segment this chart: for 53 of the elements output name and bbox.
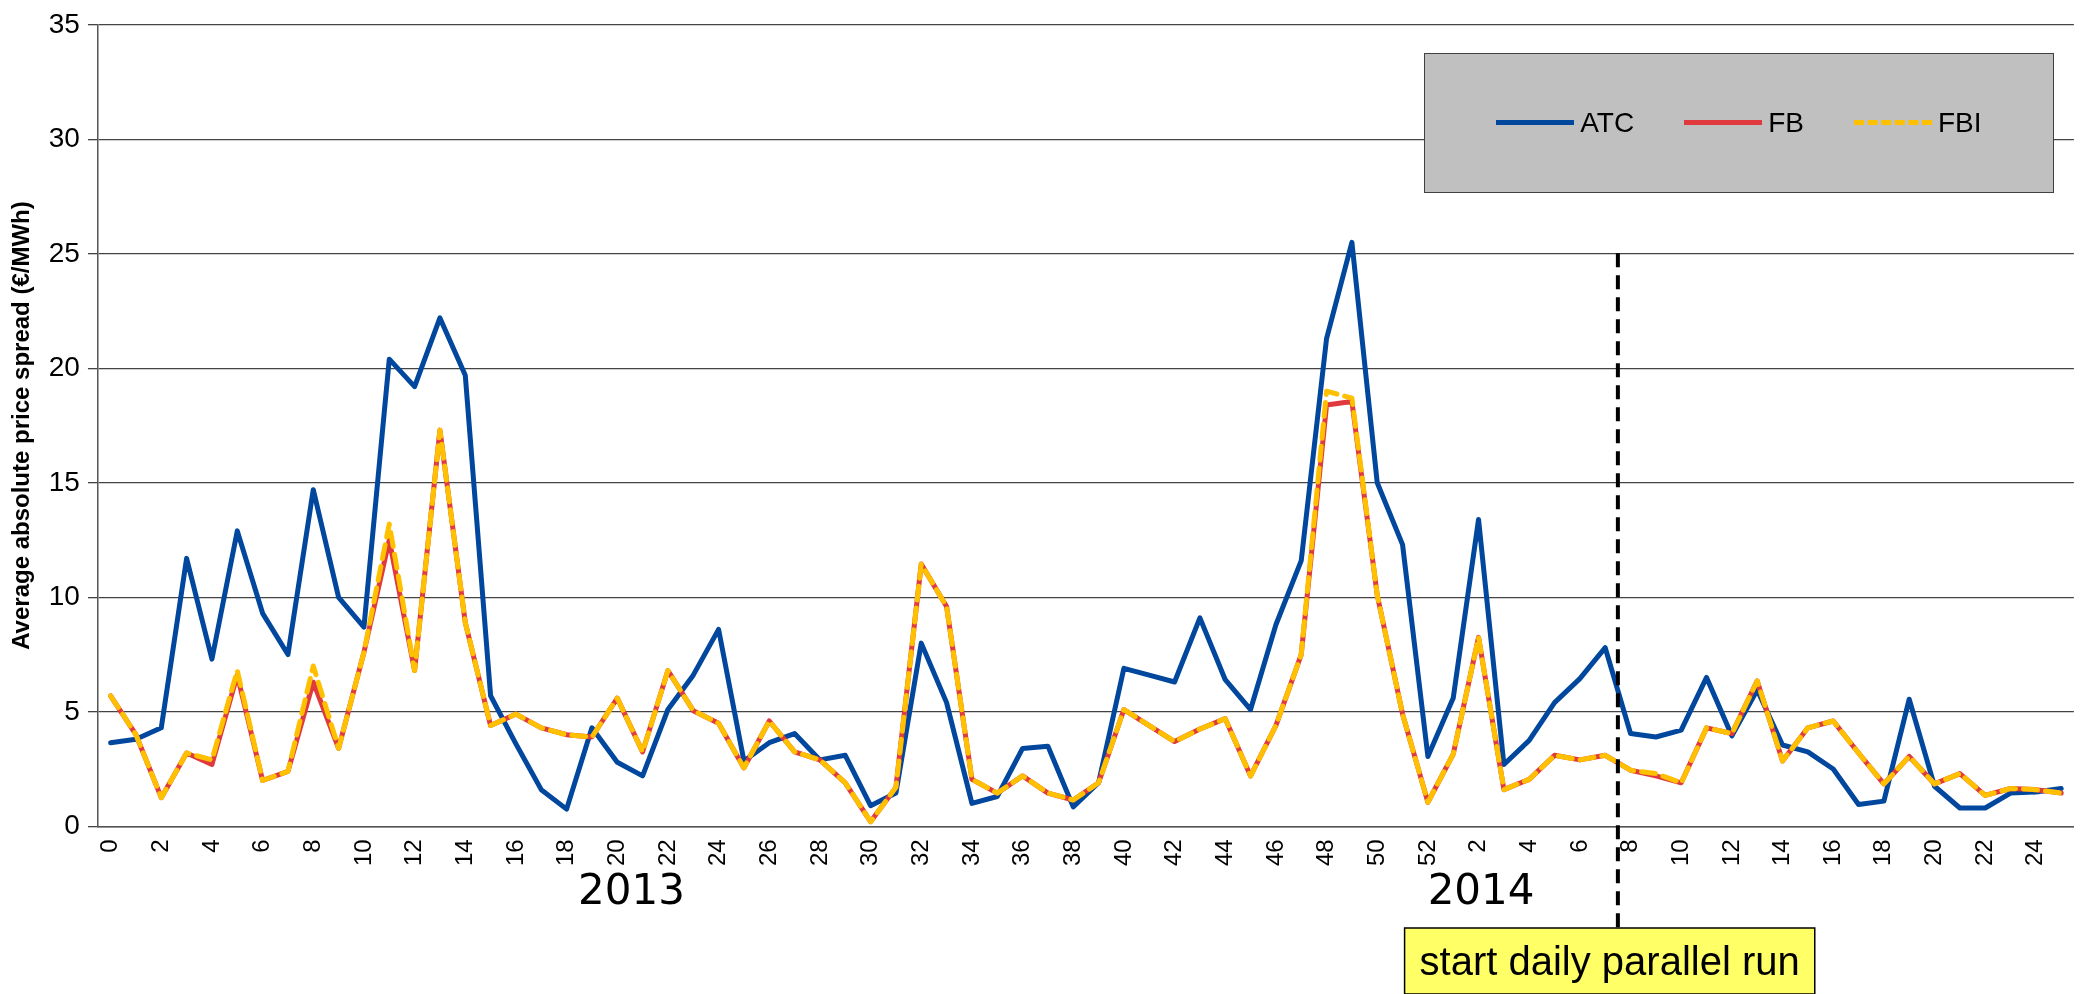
x-tick-label: 10 bbox=[1665, 839, 1693, 867]
y-tick-label: 25 bbox=[48, 236, 80, 268]
x-tick-label: 44 bbox=[1209, 839, 1237, 867]
y-tick-label: 20 bbox=[48, 351, 80, 383]
text: 2013 bbox=[578, 864, 685, 914]
x-tick-label: 12 bbox=[399, 839, 427, 867]
x-tick-label: 8 bbox=[1615, 839, 1643, 853]
x-tick-label: 48 bbox=[1311, 839, 1339, 867]
x-tick-label: 34 bbox=[956, 839, 984, 867]
x-tick-label: 2 bbox=[1463, 839, 1491, 853]
x-tick-label: 46 bbox=[1260, 839, 1288, 867]
x-tick-label: 42 bbox=[1159, 839, 1187, 867]
x-tick-label: 18 bbox=[551, 839, 579, 867]
x-tick-label: 16 bbox=[1817, 839, 1845, 867]
x-tick-label: 30 bbox=[855, 839, 883, 867]
text: 2014 bbox=[1427, 864, 1535, 914]
x-tick-label: 4 bbox=[196, 839, 224, 853]
x-tick-label: 26 bbox=[753, 839, 781, 867]
y-tick-label: 5 bbox=[64, 694, 80, 726]
legend-label: ATC bbox=[1580, 106, 1635, 139]
x-tick-label: 22 bbox=[1969, 839, 1997, 867]
x-tick-label: 6 bbox=[247, 839, 275, 853]
y-tick-label: 30 bbox=[48, 122, 80, 154]
x-tick-label: 32 bbox=[905, 839, 933, 867]
x-tick-label: 28 bbox=[804, 839, 832, 867]
x-tick-label: 52 bbox=[1412, 839, 1440, 867]
legend-label: FB bbox=[1768, 106, 1804, 139]
x-tick-label: 4 bbox=[1513, 839, 1541, 853]
x-tick-label: 14 bbox=[449, 839, 477, 867]
x-tick-label: 18 bbox=[1868, 839, 1896, 867]
x-tick-label: 22 bbox=[652, 839, 680, 867]
x-tick-label: 14 bbox=[1767, 839, 1795, 867]
x-tick-label: 50 bbox=[1361, 839, 1389, 867]
y-tick-label: 15 bbox=[48, 465, 80, 497]
legend-label: FBI bbox=[1937, 106, 1982, 139]
x-tick-label: 40 bbox=[1108, 839, 1136, 867]
x-tick-label: 2 bbox=[145, 839, 173, 853]
x-tick-label: 0 bbox=[95, 839, 123, 853]
y-axis-title: Average absolute price spread (€/MWh) bbox=[7, 201, 35, 650]
x-tick-label: 24 bbox=[703, 839, 731, 867]
x-tick-label: 20 bbox=[1919, 839, 1947, 867]
x-tick-label: 10 bbox=[348, 839, 376, 867]
y-tick-label: 35 bbox=[48, 7, 80, 39]
x-tick-label: 6 bbox=[1564, 839, 1592, 853]
x-tick-label: 24 bbox=[2020, 839, 2048, 867]
x-tick-label: 38 bbox=[1057, 839, 1085, 867]
x-tick-label: 20 bbox=[601, 839, 629, 867]
text: start daily parallel run bbox=[1419, 939, 1800, 984]
x-tick-label: 16 bbox=[500, 839, 528, 867]
x-tick-label: 8 bbox=[297, 839, 325, 853]
y-tick-label: 10 bbox=[48, 580, 80, 612]
x-tick-label: 36 bbox=[1007, 839, 1035, 867]
x-tick-label: 12 bbox=[1716, 839, 1744, 867]
